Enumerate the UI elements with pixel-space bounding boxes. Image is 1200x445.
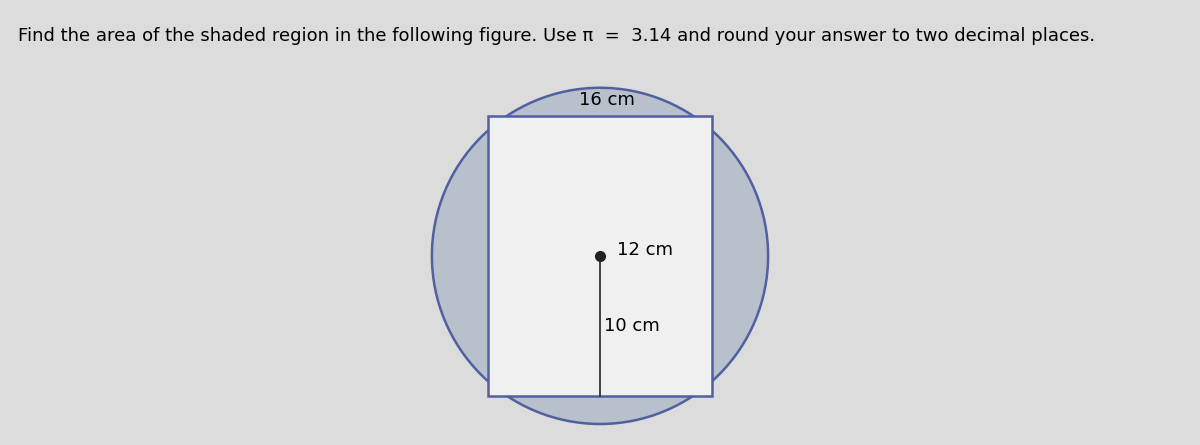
Bar: [488, 116, 712, 396]
Text: 10 cm: 10 cm: [605, 317, 660, 335]
Text: Find the area of the shaded region in the following figure. Use π  =  3.14 and r: Find the area of the shaded region in th…: [18, 27, 1096, 45]
Text: 16 cm: 16 cm: [580, 91, 635, 109]
Text: 12 cm: 12 cm: [617, 241, 673, 259]
Circle shape: [432, 88, 768, 424]
